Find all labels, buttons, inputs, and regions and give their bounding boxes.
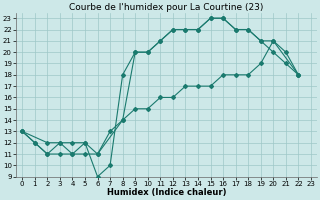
X-axis label: Humidex (Indice chaleur): Humidex (Indice chaleur) [107, 188, 226, 197]
Title: Courbe de l'humidex pour La Courtine (23): Courbe de l'humidex pour La Courtine (23… [69, 3, 264, 12]
